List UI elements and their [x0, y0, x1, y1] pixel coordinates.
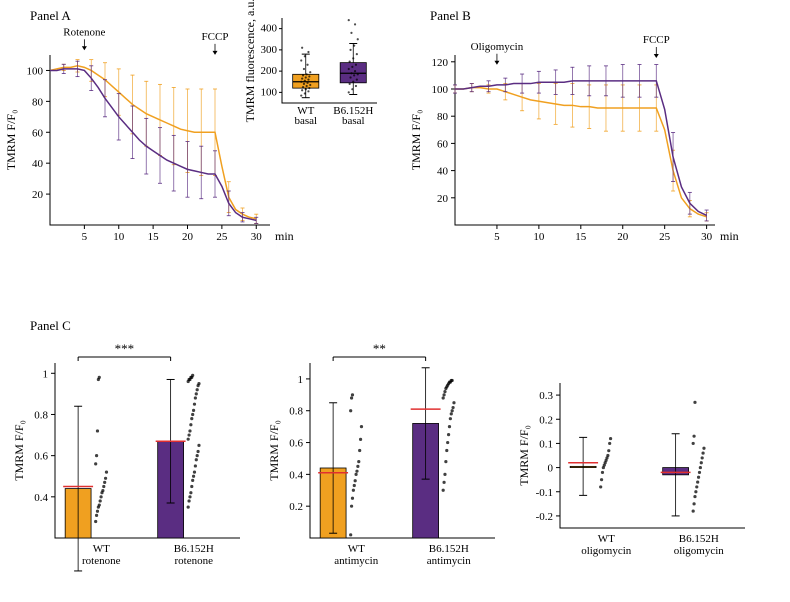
svg-text:300: 300 [261, 44, 278, 56]
svg-text:0: 0 [548, 463, 554, 475]
svg-text:80: 80 [32, 96, 44, 108]
svg-text:TMRM F/F₀: TMRM F/F₀ [12, 420, 26, 481]
svg-text:WT: WT [598, 533, 615, 545]
svg-text:120: 120 [432, 57, 449, 69]
svg-text:rotenone: rotenone [175, 555, 214, 567]
svg-text:FCCP: FCCP [202, 31, 229, 43]
svg-text:15: 15 [575, 231, 587, 243]
svg-text:100: 100 [432, 84, 449, 96]
svg-text:0.6: 0.6 [289, 438, 303, 450]
svg-text:1: 1 [298, 374, 304, 386]
svg-text:0.1: 0.1 [539, 438, 553, 450]
svg-text:30: 30 [251, 231, 263, 243]
svg-text:antimycin: antimycin [334, 555, 378, 567]
svg-text:WT: WT [93, 543, 110, 555]
svg-text:TMRM F/F₀: TMRM F/F₀ [517, 425, 531, 486]
svg-text:10: 10 [533, 231, 545, 243]
svg-text:0.6: 0.6 [34, 451, 48, 463]
svg-text:TMRM F/F₀: TMRM F/F₀ [4, 110, 18, 171]
svg-text:TMRM F/F₀: TMRM F/F₀ [267, 420, 281, 481]
svg-text:400: 400 [261, 23, 278, 35]
svg-text:0.8: 0.8 [289, 406, 303, 418]
panel-b-chart: 2040608010012051015202530TMRM F/F₀minOli… [455, 55, 715, 255]
svg-text:25: 25 [659, 231, 671, 243]
svg-text:0.4: 0.4 [34, 492, 48, 504]
svg-text:oligomycin: oligomycin [581, 545, 632, 557]
svg-text:oligomycin: oligomycin [674, 545, 725, 557]
inset-boxplot: 100200300400TMRM fluorescence, a.u.WTbas… [282, 18, 397, 133]
svg-text:WT: WT [348, 543, 365, 555]
svg-text:Rotenone: Rotenone [63, 26, 105, 38]
svg-text:0.4: 0.4 [289, 469, 303, 481]
panel-a-chart: 2040608010051015202530TMRM F/F₀minRoteno… [50, 55, 270, 255]
svg-text:10: 10 [113, 231, 125, 243]
panel-b-label: Panel B [430, 8, 471, 24]
svg-text:5: 5 [82, 231, 88, 243]
svg-text:antimycin: antimycin [427, 555, 471, 567]
svg-text:TMRM F/F₀: TMRM F/F₀ [409, 110, 423, 171]
svg-text:B6.152H: B6.152H [679, 533, 719, 545]
svg-text:FCCP: FCCP [643, 34, 670, 46]
svg-text:60: 60 [32, 127, 44, 139]
svg-text:basal: basal [342, 115, 365, 127]
svg-text:**: ** [373, 341, 386, 356]
svg-text:-0.1: -0.1 [536, 487, 553, 499]
svg-text:40: 40 [437, 166, 449, 178]
svg-text:20: 20 [437, 193, 449, 205]
panel-c-chart-antimycin: 0.20.40.60.81TMRM F/F₀**WTantimycinB6.15… [310, 345, 520, 575]
svg-text:TMRM fluorescence, a.u.: TMRM fluorescence, a.u. [243, 0, 257, 122]
svg-text:B6.152H: B6.152H [429, 543, 469, 555]
svg-text:80: 80 [437, 111, 449, 123]
svg-text:0.8: 0.8 [34, 409, 48, 421]
svg-text:B6.152H: B6.152H [174, 543, 214, 555]
svg-text:min: min [720, 229, 739, 243]
svg-text:15: 15 [148, 231, 160, 243]
svg-text:basal: basal [294, 115, 317, 127]
panel-c-chart-oligomycin: -0.2-0.100.10.20.3TMRM F/F₀WToligomycinB… [560, 365, 770, 575]
svg-text:-0.2: -0.2 [536, 511, 553, 523]
panel-c-label: Panel C [30, 318, 71, 334]
svg-text:20: 20 [182, 231, 194, 243]
svg-text:60: 60 [437, 138, 449, 150]
svg-text:20: 20 [617, 231, 629, 243]
svg-text:40: 40 [32, 158, 44, 170]
svg-text:30: 30 [701, 231, 713, 243]
svg-text:rotenone: rotenone [82, 555, 121, 567]
svg-text:200: 200 [261, 65, 278, 77]
svg-text:***: *** [115, 341, 135, 356]
svg-text:Oligomycin: Oligomycin [471, 41, 524, 53]
svg-text:5: 5 [494, 231, 500, 243]
svg-text:min: min [275, 229, 294, 243]
svg-text:0.2: 0.2 [289, 501, 303, 513]
svg-text:0.2: 0.2 [539, 414, 553, 426]
panel-c-chart-rotenone: 0.40.60.81TMRM F/F₀***WTrotenoneB6.152Hr… [55, 345, 265, 575]
svg-text:1: 1 [43, 368, 49, 380]
svg-text:25: 25 [216, 231, 228, 243]
svg-text:100: 100 [261, 86, 278, 98]
panel-a-label: Panel A [30, 8, 71, 24]
svg-text:0.3: 0.3 [539, 390, 553, 402]
svg-text:20: 20 [32, 189, 44, 201]
svg-text:100: 100 [27, 65, 44, 77]
